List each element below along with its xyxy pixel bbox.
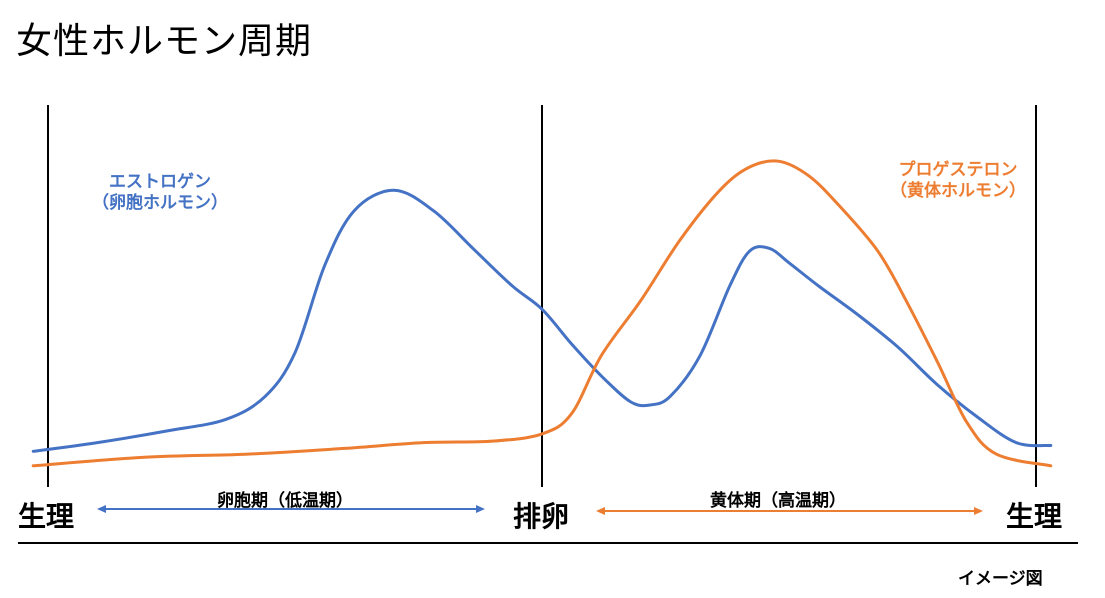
period-label-luteal: 黄体期（高温期） xyxy=(710,491,846,511)
progesterone-label: プロゲステロン （黄体ホルモン） xyxy=(868,160,1048,202)
luteal-arrow-right-head xyxy=(974,507,983,515)
estrogen-label: エストロゲン （卵胞ホルモン） xyxy=(80,172,240,214)
estrogen-curve xyxy=(31,188,1053,453)
phase-divider-lines xyxy=(47,105,1037,487)
phase-label-menstruation-end: 生理 xyxy=(1006,500,1063,533)
luteal-arrow-left-head xyxy=(596,507,605,515)
estrogen-label-line2: （卵胞ホルモン） xyxy=(92,193,228,213)
image-note: イメージ図 xyxy=(958,569,1043,589)
progesterone-curve xyxy=(31,159,1053,468)
period-arrows xyxy=(97,505,983,515)
page-title: 女性ホルモン周期 xyxy=(16,21,313,62)
phase-label-menstruation-start: 生理 xyxy=(18,500,75,533)
series-layer xyxy=(31,159,1053,468)
follicular-arrow-right-head xyxy=(476,505,485,513)
progesterone-label-line2: （黄体ホルモン） xyxy=(890,181,1026,201)
period-label-follicular: 卵胞期（低温期） xyxy=(217,491,353,511)
estrogen-label-line1: エストロゲン xyxy=(109,172,211,192)
progesterone-label-line1: プロゲステロン xyxy=(898,160,1018,180)
phase-label-ovulation: 排卵 xyxy=(513,500,570,533)
follicular-arrow-left-head xyxy=(97,505,106,513)
